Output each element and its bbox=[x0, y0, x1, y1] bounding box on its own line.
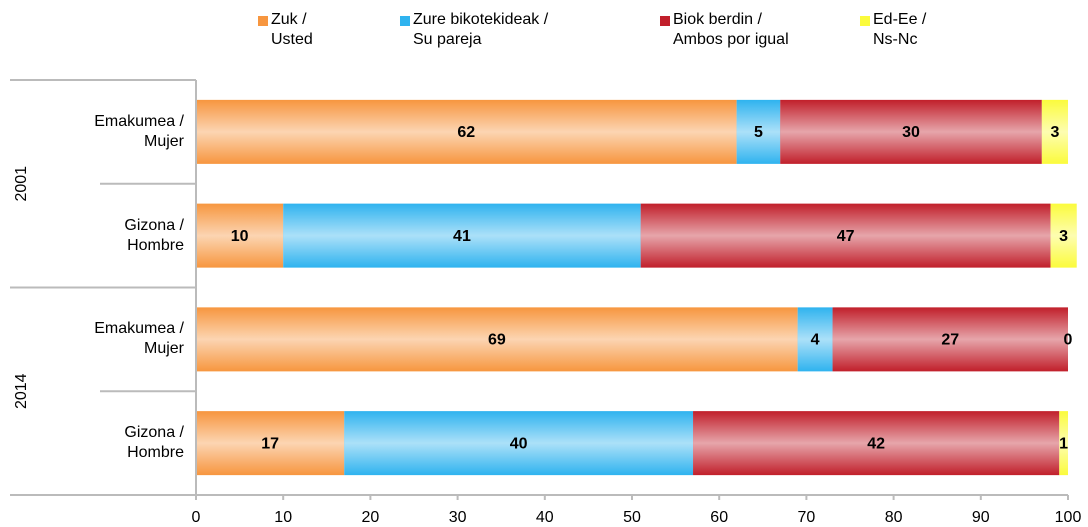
bar-sheen bbox=[1050, 203, 1077, 268]
data-label: 62 bbox=[457, 124, 475, 141]
x-tick-label: 100 bbox=[1055, 509, 1082, 526]
data-label: 4 bbox=[811, 332, 820, 349]
data-label: 1 bbox=[1059, 435, 1068, 452]
x-tick-label: 60 bbox=[710, 509, 728, 526]
x-tick-label: 10 bbox=[274, 509, 292, 526]
bar-sheen bbox=[797, 307, 833, 372]
x-tick-label: 40 bbox=[536, 509, 554, 526]
bar-sheen bbox=[736, 99, 781, 164]
x-tick-label: 30 bbox=[449, 509, 467, 526]
data-label: 42 bbox=[867, 435, 885, 452]
data-label: 3 bbox=[1050, 124, 1059, 141]
bar-sheen bbox=[196, 411, 345, 476]
data-label: 10 bbox=[231, 228, 249, 245]
x-tick-label: 0 bbox=[192, 509, 201, 526]
data-label: 5 bbox=[754, 124, 763, 141]
category-label: Emakumea / Mujer bbox=[94, 112, 184, 150]
group-label: 2014 bbox=[13, 373, 30, 409]
category-label: Emakumea / Mujer bbox=[94, 320, 184, 358]
bar-sheen bbox=[196, 203, 284, 268]
legend-swatch bbox=[860, 16, 870, 26]
bar-sheen bbox=[1041, 99, 1068, 164]
category-label: Gizona / Hombre bbox=[124, 424, 184, 462]
x-tick-label: 20 bbox=[362, 509, 380, 526]
legend-label: Ed-Ee / Ns-Nc bbox=[873, 11, 927, 48]
legend-swatch bbox=[258, 16, 268, 26]
data-label: 30 bbox=[902, 124, 920, 141]
x-tick-label: 70 bbox=[798, 509, 816, 526]
group-label: 2001 bbox=[13, 166, 30, 202]
legend-label: Zure bikotekideak / Su pareja bbox=[413, 11, 549, 48]
bar-sheen bbox=[1059, 411, 1068, 476]
bar-sheen bbox=[196, 99, 737, 164]
bar-sheen bbox=[832, 307, 1068, 372]
data-label: 27 bbox=[941, 332, 959, 349]
bar-sheen bbox=[780, 99, 1042, 164]
data-label: 40 bbox=[510, 435, 528, 452]
bar-sheen bbox=[640, 203, 1051, 268]
bar-sheen bbox=[283, 203, 641, 268]
legend-label: Zuk / Usted bbox=[271, 11, 313, 48]
data-label: 47 bbox=[837, 228, 855, 245]
legend-label: Biok berdin / Ambos por igual bbox=[673, 11, 789, 48]
data-label: 41 bbox=[453, 228, 471, 245]
bar-sheen bbox=[693, 411, 1060, 476]
data-label: 0 bbox=[1064, 332, 1073, 349]
x-tick-label: 50 bbox=[623, 509, 641, 526]
x-tick-label: 80 bbox=[885, 509, 903, 526]
data-label: 3 bbox=[1059, 228, 1068, 245]
bar-sheen bbox=[344, 411, 694, 476]
category-label: Gizona / Hombre bbox=[124, 216, 184, 254]
x-tick-label: 90 bbox=[972, 509, 990, 526]
data-label: 69 bbox=[488, 332, 506, 349]
data-label: 17 bbox=[261, 435, 279, 452]
legend-swatch bbox=[400, 16, 410, 26]
bar-sheen bbox=[196, 307, 798, 372]
legend-swatch bbox=[660, 16, 670, 26]
